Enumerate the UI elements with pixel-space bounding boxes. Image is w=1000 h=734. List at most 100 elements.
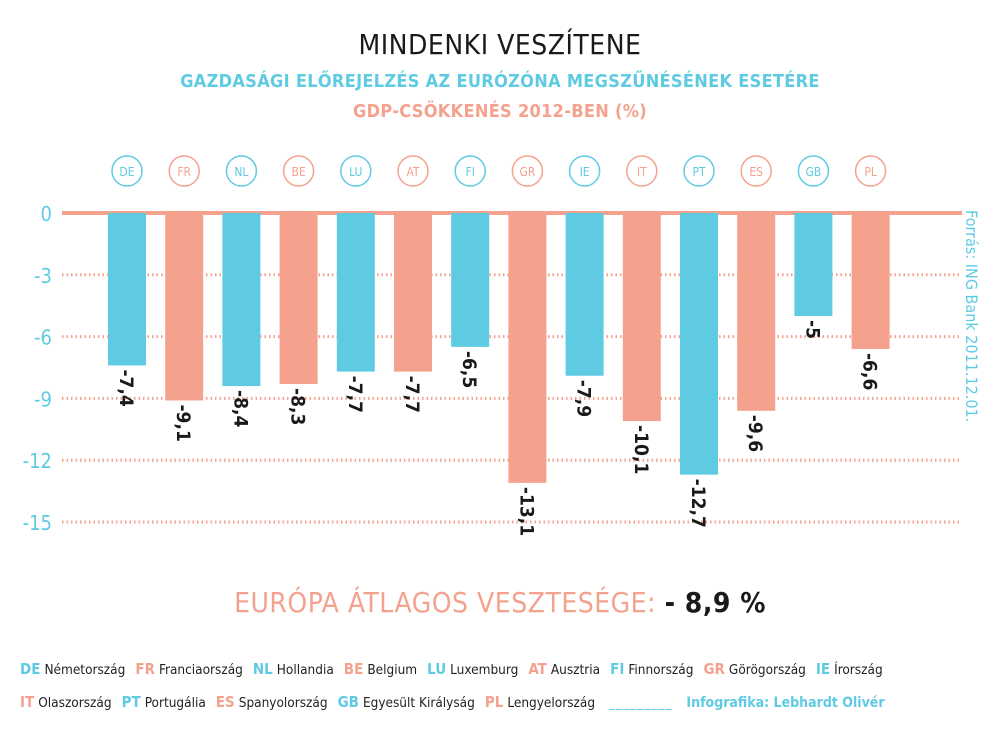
legend-country-name: Németország bbox=[44, 662, 126, 678]
bar-es bbox=[737, 213, 776, 411]
value-label: -7,7 bbox=[401, 376, 423, 413]
legend-row-2: IT Olaszország PT Portugália ES Spanyolország… bbox=[20, 693, 995, 726]
legend-country-name: Finnország bbox=[628, 662, 694, 678]
bar-chart: 0 -3 -6 -9 -12 -15 DE -7,4 FR -9,1 NL -8,4 BE -8,3 LU -… bbox=[23, 155, 981, 536]
legend-country-name: Görögország bbox=[728, 662, 806, 678]
country-code-label: ES bbox=[749, 165, 763, 179]
y-tick-label: -9 bbox=[34, 387, 52, 411]
legend-country-name: Spanyolország bbox=[238, 695, 328, 711]
legend-country-name: Luxemburg bbox=[450, 662, 519, 678]
country-code-label: PL bbox=[864, 165, 877, 179]
y-tick-label: 0 bbox=[41, 202, 52, 226]
country-code-label: GR bbox=[519, 165, 535, 179]
value-label: -12,7 bbox=[687, 479, 709, 528]
y-tick-label: -6 bbox=[34, 326, 52, 350]
country-code-label: IT bbox=[637, 165, 647, 179]
country-badge-de bbox=[111, 155, 143, 187]
value-label: -6,5 bbox=[458, 351, 480, 388]
value-label: -6,6 bbox=[859, 353, 881, 390]
legend-item-be: BE Belgium bbox=[344, 660, 417, 678]
legend-code: FR bbox=[135, 660, 155, 678]
bar-lu bbox=[336, 213, 375, 372]
legend-country-name: Olaszország bbox=[38, 695, 112, 711]
bar-fi bbox=[451, 213, 490, 347]
legend-item-es: ES Spanyolország bbox=[216, 693, 328, 711]
source-label: Forrás: ING Bank 2011.12.01. bbox=[962, 210, 981, 422]
country-badge-it bbox=[626, 155, 658, 187]
legend-country-name: Egyesült Királyság bbox=[362, 695, 475, 711]
country-legend: DE Németország FR Franciaország NL Hollandia B… bbox=[20, 660, 995, 726]
bar-fr bbox=[165, 213, 204, 401]
value-label: -13,1 bbox=[515, 487, 537, 536]
country-code-label: AT bbox=[406, 165, 419, 179]
legend-country-name: Lengyelország bbox=[507, 695, 596, 711]
chart-unit-subtitle: GDP-CSÖKKENÉS 2012-BEN (%) bbox=[353, 101, 647, 122]
legend-item-gb: GB Egyesült Királyság bbox=[338, 693, 475, 711]
legend-code: IE bbox=[815, 660, 831, 678]
legend-item-it: IT Olaszország bbox=[20, 693, 112, 711]
legend-item-lu: LU Luxemburg bbox=[427, 660, 518, 678]
y-tick-label: -3 bbox=[34, 264, 52, 288]
legend-country-name: Ausztria bbox=[550, 662, 601, 678]
country-badge-pt bbox=[683, 155, 715, 187]
country-code-label: LU bbox=[349, 165, 362, 179]
bar-ie bbox=[565, 213, 604, 376]
country-badge-nl bbox=[225, 155, 258, 187]
country-code-label: DE bbox=[119, 165, 134, 179]
average-value: - 8,9 % bbox=[664, 586, 766, 619]
legend-item-pt: PT Portugália bbox=[122, 693, 206, 711]
legend-code: GR bbox=[703, 660, 725, 678]
y-tick-label: -12 bbox=[23, 449, 52, 473]
country-code-label: NL bbox=[234, 165, 248, 179]
bar-be bbox=[279, 213, 318, 384]
value-label: -7,4 bbox=[115, 369, 137, 406]
country-code-label: BE bbox=[291, 165, 305, 179]
legend-item-pl: PL Lengyelország bbox=[485, 693, 595, 711]
legend-code: LU bbox=[427, 660, 447, 678]
value-label: -5 bbox=[801, 320, 823, 339]
country-code-label: PT bbox=[692, 165, 706, 179]
value-label: -9,1 bbox=[172, 404, 194, 441]
infographic-credit: Infografika: Lebhardt Olivér bbox=[686, 695, 885, 711]
country-badge-pl bbox=[854, 155, 887, 187]
legend-country-name: Portugália bbox=[144, 695, 206, 711]
bar-at bbox=[394, 213, 432, 372]
value-label: -7,9 bbox=[573, 380, 595, 417]
country-badge-fr bbox=[168, 155, 200, 187]
legend-code: AT bbox=[528, 660, 547, 678]
bar-gr bbox=[508, 213, 547, 483]
bar-pl bbox=[851, 213, 890, 349]
bar-gb bbox=[794, 213, 833, 316]
average-label: EURÓPA ÁTLAGOS VESZTESÉGE: bbox=[234, 586, 657, 619]
chart-subtitle: GAZDASÁGI ELŐREJELZÉS AZ EURÓZÓNA MEGSZŰ… bbox=[180, 71, 820, 92]
legend-blank-line: _________ bbox=[608, 695, 673, 711]
legend-code: DE bbox=[20, 660, 41, 678]
legend-code: BE bbox=[343, 660, 364, 678]
country-code-label: FI bbox=[465, 165, 474, 179]
legend-item-gr: GR Görögország bbox=[703, 660, 805, 678]
legend-code: PL bbox=[484, 693, 504, 711]
country-badge-gb bbox=[797, 155, 830, 187]
country-badge-lu bbox=[340, 155, 372, 187]
country-badge-be bbox=[282, 155, 315, 187]
legend-country-name: Írország bbox=[834, 662, 883, 678]
legend-code: ES bbox=[215, 693, 235, 711]
legend-code: PT bbox=[121, 693, 141, 711]
country-badge-gr bbox=[511, 155, 544, 187]
bar-de bbox=[108, 213, 146, 366]
legend-code: IT bbox=[20, 693, 35, 711]
chart-title: MINDENKI VESZÍTENE bbox=[358, 28, 642, 61]
country-code-label: IE bbox=[580, 165, 590, 179]
legend-code: FI bbox=[610, 660, 625, 678]
value-label: -10,1 bbox=[630, 425, 652, 474]
country-code-label: GB bbox=[806, 165, 822, 179]
legend-code: GB bbox=[337, 693, 359, 711]
value-label: -8,4 bbox=[229, 390, 251, 427]
country-badge-at bbox=[397, 155, 429, 187]
legend-country-name: Belgium bbox=[367, 662, 418, 678]
legend-item-ie: IE Írország bbox=[816, 660, 883, 678]
bar-it bbox=[622, 213, 661, 422]
legend-item-de: DE Németország bbox=[20, 660, 125, 678]
legend-item-nl: NL Hollandia bbox=[253, 660, 334, 678]
average-loss: EURÓPA ÁTLAGOS VESZTESÉGE: - 8,9 % bbox=[0, 586, 1000, 619]
